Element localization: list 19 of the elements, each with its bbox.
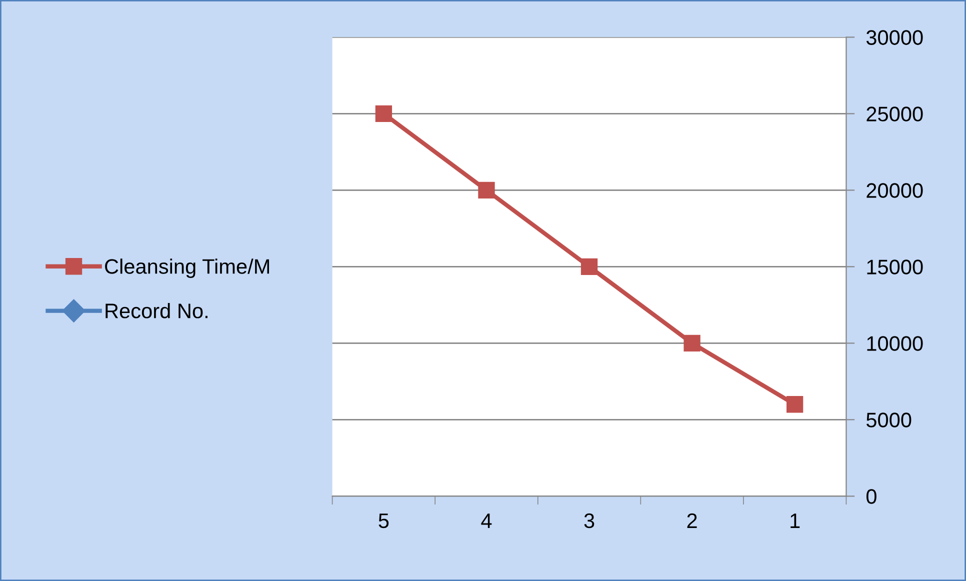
y-tick-label: 10000	[867, 336, 923, 351]
x-tick-label: 3	[584, 513, 594, 528]
point	[478, 182, 495, 199]
point	[375, 105, 392, 122]
x-tick-label: 5	[378, 514, 389, 528]
y-tick-label: 15000	[867, 260, 923, 274]
x-tick-label: 1	[790, 514, 800, 528]
y-tick-label: 0	[866, 489, 876, 504]
legend-label: Record No.	[106, 303, 208, 318]
y-tick-label: 5000	[866, 412, 912, 428]
point	[580, 258, 598, 276]
y-tick-label: 30000	[866, 30, 923, 45]
x-tick-label: 4	[481, 514, 492, 528]
x-tick-label: 2	[687, 513, 697, 528]
point	[684, 334, 700, 352]
legend-label: Cleansing Time/M	[105, 258, 269, 278]
y-tick-label: 25000	[866, 106, 923, 122]
point	[786, 396, 804, 413]
y-tick-label: 20000	[866, 183, 923, 198]
